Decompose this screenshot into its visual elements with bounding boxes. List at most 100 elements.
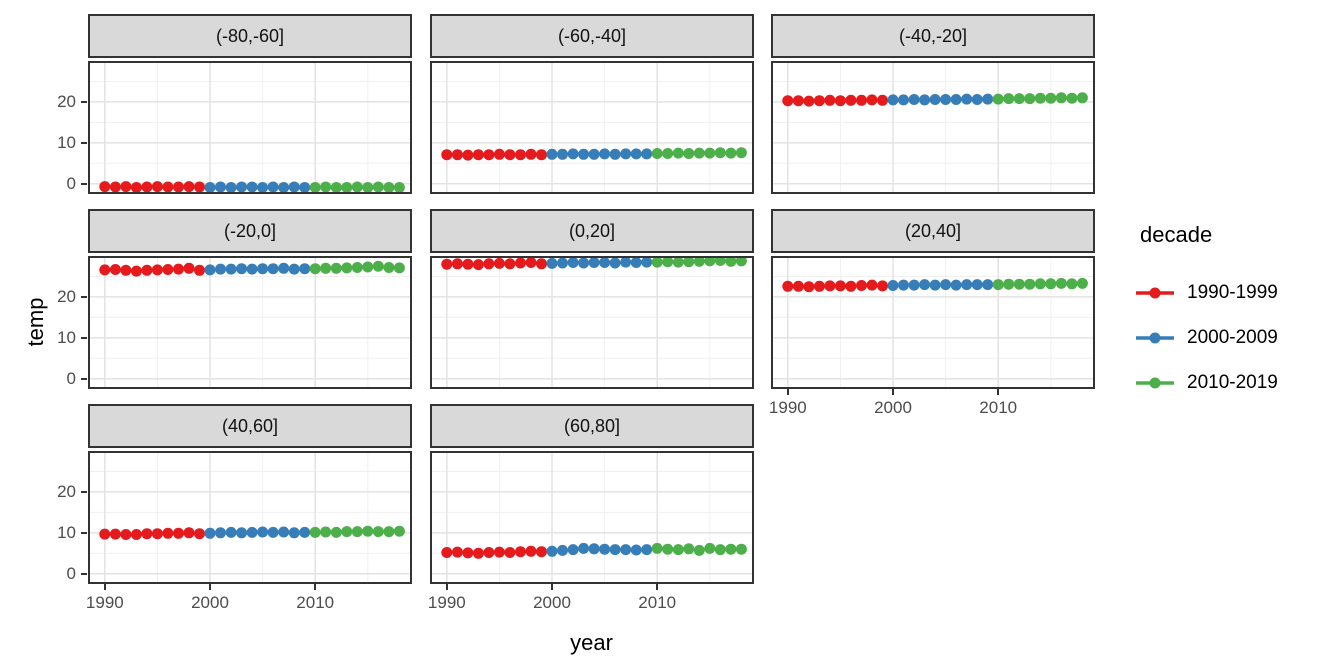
facet-panel [771, 61, 1095, 194]
data-point [704, 256, 716, 267]
data-point [630, 148, 642, 160]
data-point [599, 257, 611, 268]
data-point [257, 182, 269, 193]
data-point [1045, 278, 1057, 290]
data-point [225, 526, 237, 538]
data-point [1066, 92, 1078, 104]
data-point [834, 280, 846, 292]
data-point [483, 258, 495, 270]
data-point [898, 94, 909, 106]
data-point [320, 526, 332, 538]
data-point [278, 182, 290, 193]
data-point [662, 543, 674, 555]
data-point [109, 528, 121, 540]
y-tick-label: 0 [66, 368, 76, 388]
data-point [257, 526, 269, 538]
data-point [782, 95, 794, 107]
data-point [288, 181, 300, 193]
data-point [813, 280, 825, 292]
x-tick-mark [209, 584, 212, 590]
data-point [267, 526, 279, 538]
x-tick-label: 1990 [427, 593, 466, 612]
points-group [99, 260, 405, 277]
data-point [683, 148, 695, 159]
data-point [441, 258, 453, 270]
data-point [557, 544, 568, 556]
data-point [982, 279, 994, 291]
facet-strip: (-60,-40] [430, 14, 754, 58]
data-point [246, 263, 258, 275]
data-point [782, 280, 794, 292]
facet-strip: (-20,0] [88, 209, 412, 253]
data-point [362, 182, 374, 193]
data-point [651, 148, 663, 159]
facet-strip-label: (-80,-60] [215, 25, 285, 46]
data-point [504, 258, 516, 270]
legend-key-icon [1136, 287, 1174, 298]
y-tick-label: 20 [57, 91, 76, 111]
data-point [845, 280, 857, 292]
data-point [204, 182, 216, 193]
data-point [672, 147, 684, 159]
data-point [714, 544, 726, 556]
data-point [236, 263, 248, 275]
data-point [1076, 92, 1088, 104]
data-point [982, 93, 994, 105]
data-point [1076, 277, 1088, 289]
x-tick-mark [103, 584, 106, 590]
data-point [515, 546, 526, 558]
y-tick-label: 20 [57, 286, 76, 306]
data-point [662, 148, 674, 159]
legend: decade 1990-1999 2000-2009 2010-2019 [1136, 222, 1344, 405]
legend-label: 2010-2019 [1187, 371, 1278, 393]
data-point [341, 526, 353, 538]
data-point [662, 256, 674, 268]
data-point [735, 256, 747, 267]
x-tick-label: 2000 [191, 593, 229, 612]
legend-label: 2000-2009 [1187, 326, 1278, 348]
data-point [877, 94, 888, 106]
facet-panel [88, 256, 412, 389]
data-point [834, 95, 846, 107]
data-point [588, 257, 600, 268]
data-point [236, 181, 248, 193]
facet-strip-label: (40,60] [221, 415, 279, 436]
facet-strip-label: (20,40] [904, 220, 962, 241]
data-point [1034, 92, 1046, 104]
data-point [183, 527, 195, 539]
data-point [588, 148, 600, 160]
data-point [1045, 92, 1057, 104]
x-tick-label: 2000 [533, 593, 571, 612]
data-point [578, 148, 590, 160]
data-point [641, 148, 653, 160]
data-point [1003, 278, 1015, 290]
data-point [525, 148, 537, 160]
x-axis-title: year [570, 630, 613, 655]
data-point [693, 544, 705, 556]
data-point [194, 528, 205, 540]
data-point [109, 264, 121, 275]
data-point [288, 263, 300, 275]
x-tick-label: 2010 [296, 593, 335, 612]
data-point [919, 279, 931, 291]
data-point [557, 257, 568, 269]
data-point [141, 181, 153, 193]
data-point [1055, 277, 1067, 289]
data-point [183, 181, 195, 193]
facet-strip-label: (0,20] [568, 220, 616, 241]
data-point [971, 279, 983, 291]
x-tick-mark [445, 584, 448, 590]
data-point [141, 528, 153, 540]
data-point [141, 264, 153, 276]
data-point [1024, 278, 1036, 290]
gridlines [88, 256, 412, 389]
data-point [246, 526, 258, 538]
panel-border [430, 451, 754, 584]
gridlines [771, 256, 1095, 389]
data-point [546, 545, 558, 557]
data-point [845, 94, 857, 106]
data-point [204, 527, 216, 539]
points-group [441, 256, 747, 271]
gridlines [88, 61, 412, 194]
y-tick-mark [81, 490, 87, 493]
